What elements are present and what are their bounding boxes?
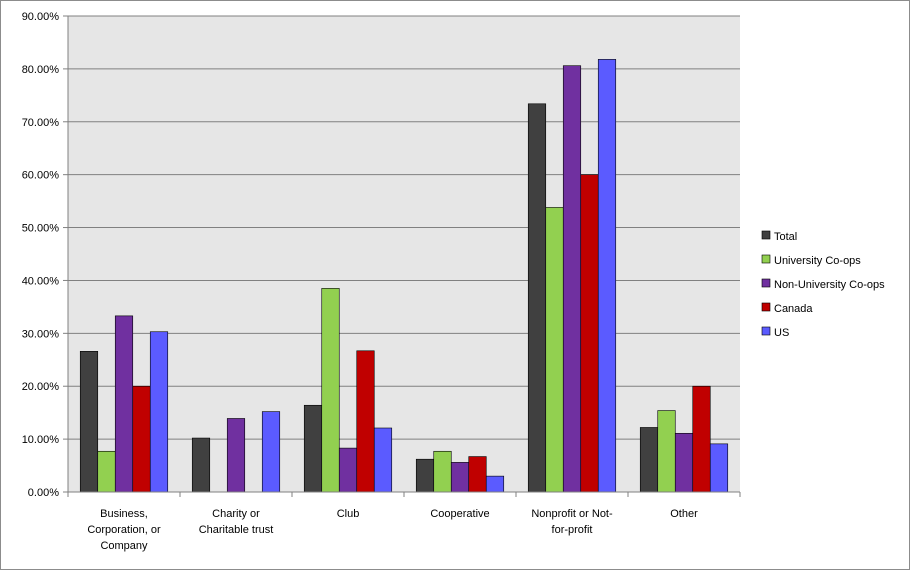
legend-swatch — [761, 302, 771, 312]
bar — [149, 331, 169, 493]
bar — [597, 59, 617, 493]
legend-entry-label: US — [774, 327, 789, 339]
bar — [132, 385, 151, 493]
bar — [450, 462, 470, 493]
x-tick-label: Cooperative — [430, 508, 489, 520]
bar — [226, 418, 246, 493]
legend-entry-label: Total — [774, 231, 797, 243]
x-tick-label: Club — [337, 508, 360, 520]
bar — [114, 315, 134, 493]
y-tick-label: 70.00% — [22, 117, 60, 129]
x-tick-label: Nonprofit or Not-for-profit — [531, 508, 613, 536]
y-tick-label: 60.00% — [22, 170, 60, 182]
bar — [321, 288, 340, 493]
bar — [191, 437, 211, 493]
y-tick-label: 30.00% — [22, 328, 60, 340]
legend-entry-label: University Co-ops — [774, 255, 861, 267]
x-tick-label: Business, Corporation, or Company — [87, 508, 161, 552]
bar — [580, 174, 599, 493]
legend-swatch — [761, 326, 771, 336]
y-tick-label: 80.00% — [22, 64, 60, 76]
bar — [562, 65, 582, 493]
y-tick-label: 90.00% — [22, 11, 60, 23]
bar — [468, 456, 487, 493]
y-tick-label: 0.00% — [28, 487, 59, 499]
bar — [373, 427, 393, 493]
bar — [415, 458, 435, 493]
legend-entry-label: Non-University Co-ops — [774, 279, 885, 291]
legend-swatch — [761, 254, 771, 264]
bar — [79, 351, 99, 493]
bar — [356, 350, 375, 493]
x-tick-label: Other — [670, 508, 698, 520]
y-tick-label: 10.00% — [22, 434, 60, 446]
legend: Total University Co-ops Non-University Co-… — [761, 230, 885, 339]
bar — [709, 443, 729, 493]
bar — [303, 404, 323, 493]
bar — [97, 450, 116, 493]
axes — [67, 16, 741, 497]
bar — [639, 427, 659, 493]
y-tick-label: 20.00% — [22, 381, 60, 393]
bar — [485, 475, 505, 493]
y-tick-label: 50.00% — [22, 223, 60, 235]
x-tick-label: Charity or Charitable trust — [199, 508, 274, 536]
bar — [657, 410, 676, 493]
legend-swatch — [761, 278, 771, 288]
bars — [79, 59, 729, 493]
bar — [674, 432, 694, 493]
bar — [692, 385, 711, 493]
bar — [338, 447, 358, 493]
legend-entry-label: Canada — [774, 303, 813, 315]
y-axis-ticks: 0.00% 10.00% 20.00% 30.00% 40.00% 50.00% 60.00… — [22, 11, 68, 499]
bar — [545, 207, 564, 493]
y-tick-label: 40.00% — [22, 275, 60, 287]
bar — [527, 103, 547, 493]
bar — [433, 450, 452, 493]
plot-area — [68, 16, 740, 492]
x-axis-labels: Business, Corporation, or Company Charity o… — [87, 508, 698, 552]
legend-swatch — [761, 230, 771, 240]
gridlines — [68, 15, 740, 440]
bar — [261, 411, 281, 493]
